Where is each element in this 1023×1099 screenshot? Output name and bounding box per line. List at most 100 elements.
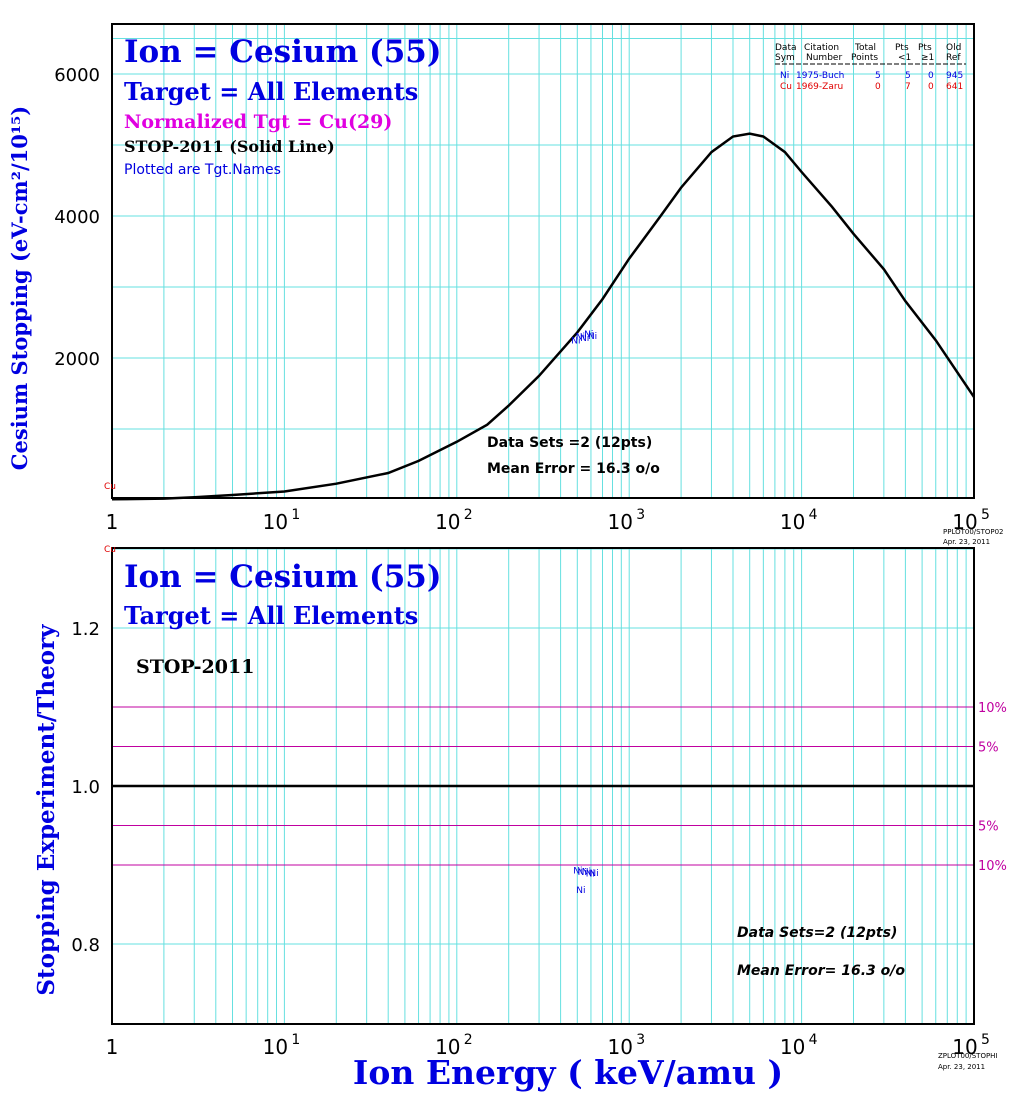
bottom-x-tick-label: 10 [263,1035,288,1059]
legend-head-total-2: Points [851,53,878,63]
bottom-x-tick-label-exponent: 5 [981,1032,990,1048]
ni-ratio-point: Ni [586,870,595,880]
bottom-plot-frame [111,547,975,1025]
top-mean-error: Mean Error = 16.3 o/o [487,461,660,477]
legend-ni-ge1: 0 [928,71,934,81]
top-x-tick-label: 1 [106,510,119,534]
ni-ratio-point: Ni [582,867,591,877]
top-x-tick-label-exponent: 5 [981,507,990,523]
bottom-x-tick-label: 10 [435,1035,460,1059]
ni-ratio-label: Ni [576,886,585,896]
error-band-label: 5% [978,741,999,756]
top-data-sets: Data Sets =2 (12pts) [487,435,652,451]
top-x-tick-labels: 1 10 1 10 2 10 3 10 4 10 5 [106,507,990,534]
legend-cu-total: 0 [875,82,881,92]
legend-cu-ref: 641 [946,82,963,92]
error-band-label: 10% [978,859,1007,874]
bottom-x-tick-label: 10 [952,1035,977,1059]
error-band-label: 10% [978,701,1007,716]
legend-head-ge1: Pts [918,43,932,53]
bottom-x-tick-label-exponent: 4 [809,1032,818,1048]
bottom-x-tick-label-exponent: 3 [636,1032,645,1048]
top-x-tick-label: 10 [607,510,632,534]
bottom-footer-code: ZPLOT00/STOPHI [938,1052,998,1060]
legend-head-sym: Data [775,43,797,53]
legend-head-lt1-2: <1 [898,53,911,63]
bottom-x-tick-label: 10 [607,1035,632,1059]
x-axis-label: Ion Energy ( keV/amu ) [353,1053,783,1092]
bottom-y-axis-label: Stopping Experiment/Theory [33,624,60,996]
top-x-tick-label: 10 [263,510,288,534]
legend-head-sym-2: Sym [775,53,795,63]
bottom-title-ion: Ion = Cesium (55) [124,559,442,595]
legend-ni-citation: 1975-Buch [796,71,844,81]
top-footer-code: PPLOT00/STOP02 [943,528,1004,536]
top-title-ion: Ion = Cesium (55) [124,34,442,70]
bottom-x-tick-label-exponent: 1 [291,1032,300,1048]
ni-data-point: Ni [571,336,580,346]
legend-cu-lt1: 7 [905,82,911,92]
top-y-tick-label: 6000 [54,65,100,86]
bottom-cu-marker: Cu [104,545,116,555]
top-x-tick-label-exponent: 2 [464,507,473,523]
legend-head-ref-2: Ref [946,53,961,63]
top-cu-marker: Cu [104,482,116,492]
bottom-y-ticks: 1.2 1.0 0.8 [71,619,100,956]
ni-data-point: Ni [576,333,585,343]
error-band-label: 5% [978,820,999,835]
bottom-reference-lines: 10% 5% 5% 10% [112,701,1007,874]
legend-cu-citation: 1969-Zaru [796,82,843,92]
top-y-tick-label: 4000 [54,207,100,228]
bottom-x-tick-label: 1 [106,1035,119,1059]
legend: Data Sym Citation Number Total Points Pt… [775,43,966,92]
bottom-x-tick-label: 10 [780,1035,805,1059]
ni-data-point: Ni [588,332,597,342]
bottom-data-sets: Data Sets=2 (12pts) [737,925,897,941]
ni-ratio-point: Ni [578,868,587,878]
bottom-x-tick-labels: 1 10 1 10 2 10 3 10 4 10 5 [106,1032,990,1059]
top-grid [112,24,974,498]
legend-head-citation: Citation [804,43,839,53]
top-y-tick-label: 2000 [54,349,100,370]
top-x-tick-label-exponent: 4 [809,507,818,523]
top-x-tick-label-exponent: 1 [291,507,300,523]
legend-cu-sym: Cu [780,82,792,92]
legend-head-lt1: Pts [895,43,909,53]
bottom-title-target: Target = All Elements [124,601,418,630]
bottom-y-tick-label: 1.0 [71,777,100,798]
top-title-norm: Normalized Tgt = Cu(29) [124,111,392,133]
top-x-tick-label: 10 [780,510,805,534]
legend-head-ref: Old [946,43,961,53]
ni-ratio-point: Ni [573,867,582,877]
ni-ratio-point: Ni [589,869,598,879]
legend-ni-lt1: 5 [905,71,911,81]
ni-data-point: Ni [580,334,589,344]
bottom-y-tick-label: 1.2 [71,619,100,640]
ni-data-point: Ni [584,330,593,340]
top-footer-date: Apr. 23, 2011 [943,538,990,546]
top-x-tick-label: 10 [435,510,460,534]
stop-2011-curve [111,132,976,501]
legend-ni-total: 5 [875,71,881,81]
bottom-x-tick-label-exponent: 2 [464,1032,473,1048]
top-title-target: Target = All Elements [124,77,418,106]
top-y-axis-label: Cesium Stopping (eV-cm²/10¹⁵) [7,106,32,470]
bottom-title-stop: STOP-2011 [136,656,254,678]
top-title-plotted: Plotted are Tgt.Names [124,162,281,178]
top-y-ticks: 6000 4000 2000 [54,65,100,370]
top-x-tick-label: 10 [952,510,977,534]
bottom-footer-date: Apr. 23, 2011 [938,1063,985,1071]
legend-head-ge1-2: ≥1 [921,53,934,63]
legend-head-total: Total [854,43,876,53]
top-x-tick-label-exponent: 3 [636,507,645,523]
bottom-mean-error: Mean Error= 16.3 o/o [737,963,905,979]
legend-cu-ge1: 0 [928,82,934,92]
legend-head-citation-2: Number [806,53,842,63]
top-plot-frame [111,23,975,499]
top-title-stop: STOP-2011 (Solid Line) [124,137,335,156]
